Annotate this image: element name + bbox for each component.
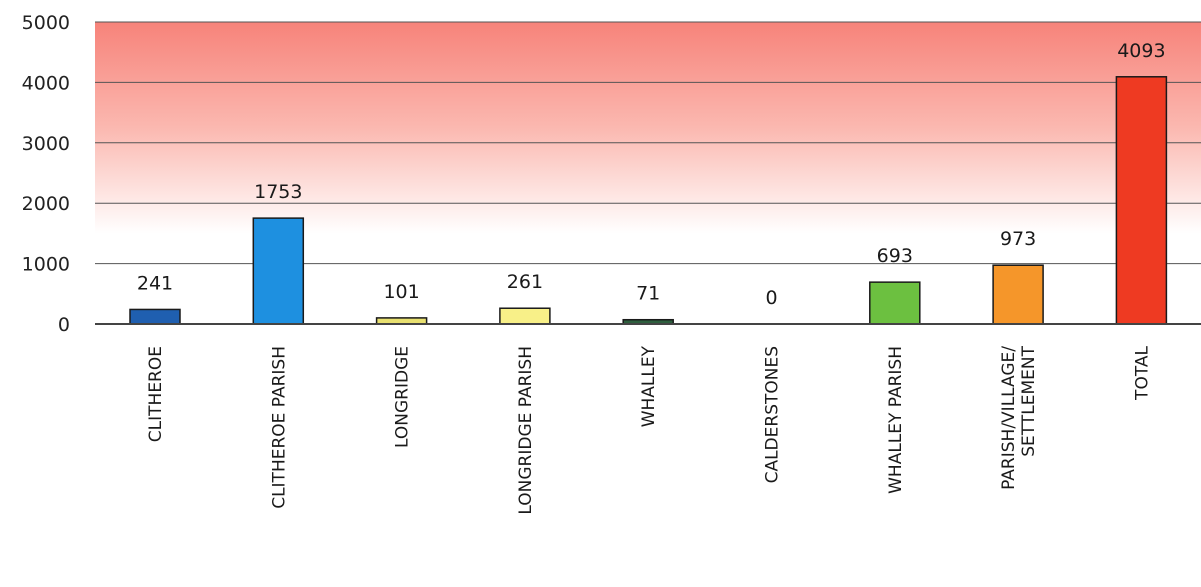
x-tick-label: LONGRIDGE PARISH xyxy=(516,346,536,515)
x-tick-label: WHALLEY xyxy=(639,345,659,427)
data-label: 973 xyxy=(1000,228,1036,250)
y-tick-label: 0 xyxy=(58,314,70,336)
y-tick-label: 2000 xyxy=(22,193,70,215)
x-tick-label-line: CLITHEROE PARISH xyxy=(269,346,289,509)
bar-clitheroe xyxy=(129,308,181,325)
x-tick-label: CLITHEROE xyxy=(146,346,166,442)
bar-clitheroe-parish xyxy=(252,217,305,325)
bar-total xyxy=(1115,76,1168,325)
x-tick-label-line: WHALLEY xyxy=(639,345,659,427)
y-tick-label: 4000 xyxy=(22,72,70,94)
y-axis-ticks: 0 1000 2000 3000 4000 5000 xyxy=(22,12,70,336)
data-label: 693 xyxy=(877,245,913,267)
data-label: 0 xyxy=(765,287,777,309)
y-tick-label: 3000 xyxy=(22,133,70,155)
x-tick-label: WHALLEY PARISH xyxy=(886,346,906,494)
x-tick-label-line: CALDERSTONES xyxy=(763,346,783,483)
x-tick-label-line: SETTLEMENT xyxy=(1019,345,1039,456)
x-tick-label: CALDERSTONES xyxy=(763,346,783,483)
data-label: 101 xyxy=(383,281,419,303)
x-axis-category-labels: CLITHEROE CLITHEROE PARISH LONGRIDGE LONGRI… xyxy=(146,345,1152,514)
value-labels: 241 1753 101 261 71 0 693 973 4093 xyxy=(137,40,1166,309)
x-tick-label-line: TOTAL xyxy=(1132,345,1152,400)
x-tick-label-line: CLITHEROE xyxy=(146,346,166,442)
x-tick-label-line: LONGRIDGE xyxy=(393,346,413,448)
data-label: 241 xyxy=(137,272,173,294)
x-tick-label-line: WHALLEY PARISH xyxy=(886,346,906,494)
x-tick-label-line: PARISH/VILLAGE/ xyxy=(999,346,1019,490)
bars xyxy=(129,76,1168,325)
data-label: 4093 xyxy=(1117,40,1165,62)
data-label: 261 xyxy=(507,271,543,293)
x-tick-label: TOTAL xyxy=(1132,345,1152,400)
y-tick-label: 5000 xyxy=(22,12,70,34)
data-label: 1753 xyxy=(254,181,302,203)
x-tick-label-line: LONGRIDGE PARISH xyxy=(516,346,536,515)
bar-whalley-parish xyxy=(869,281,921,325)
x-tick-label: CLITHEROE PARISH xyxy=(269,346,289,509)
data-label: 71 xyxy=(636,283,660,305)
bar-longridge-parish xyxy=(499,307,551,325)
x-tick-label: LONGRIDGE xyxy=(393,346,413,448)
x-tick-label: PARISH/VILLAGE/SETTLEMENT xyxy=(999,345,1039,489)
y-tick-label: 1000 xyxy=(22,254,70,276)
bar-parish-village-settlement xyxy=(992,264,1044,325)
